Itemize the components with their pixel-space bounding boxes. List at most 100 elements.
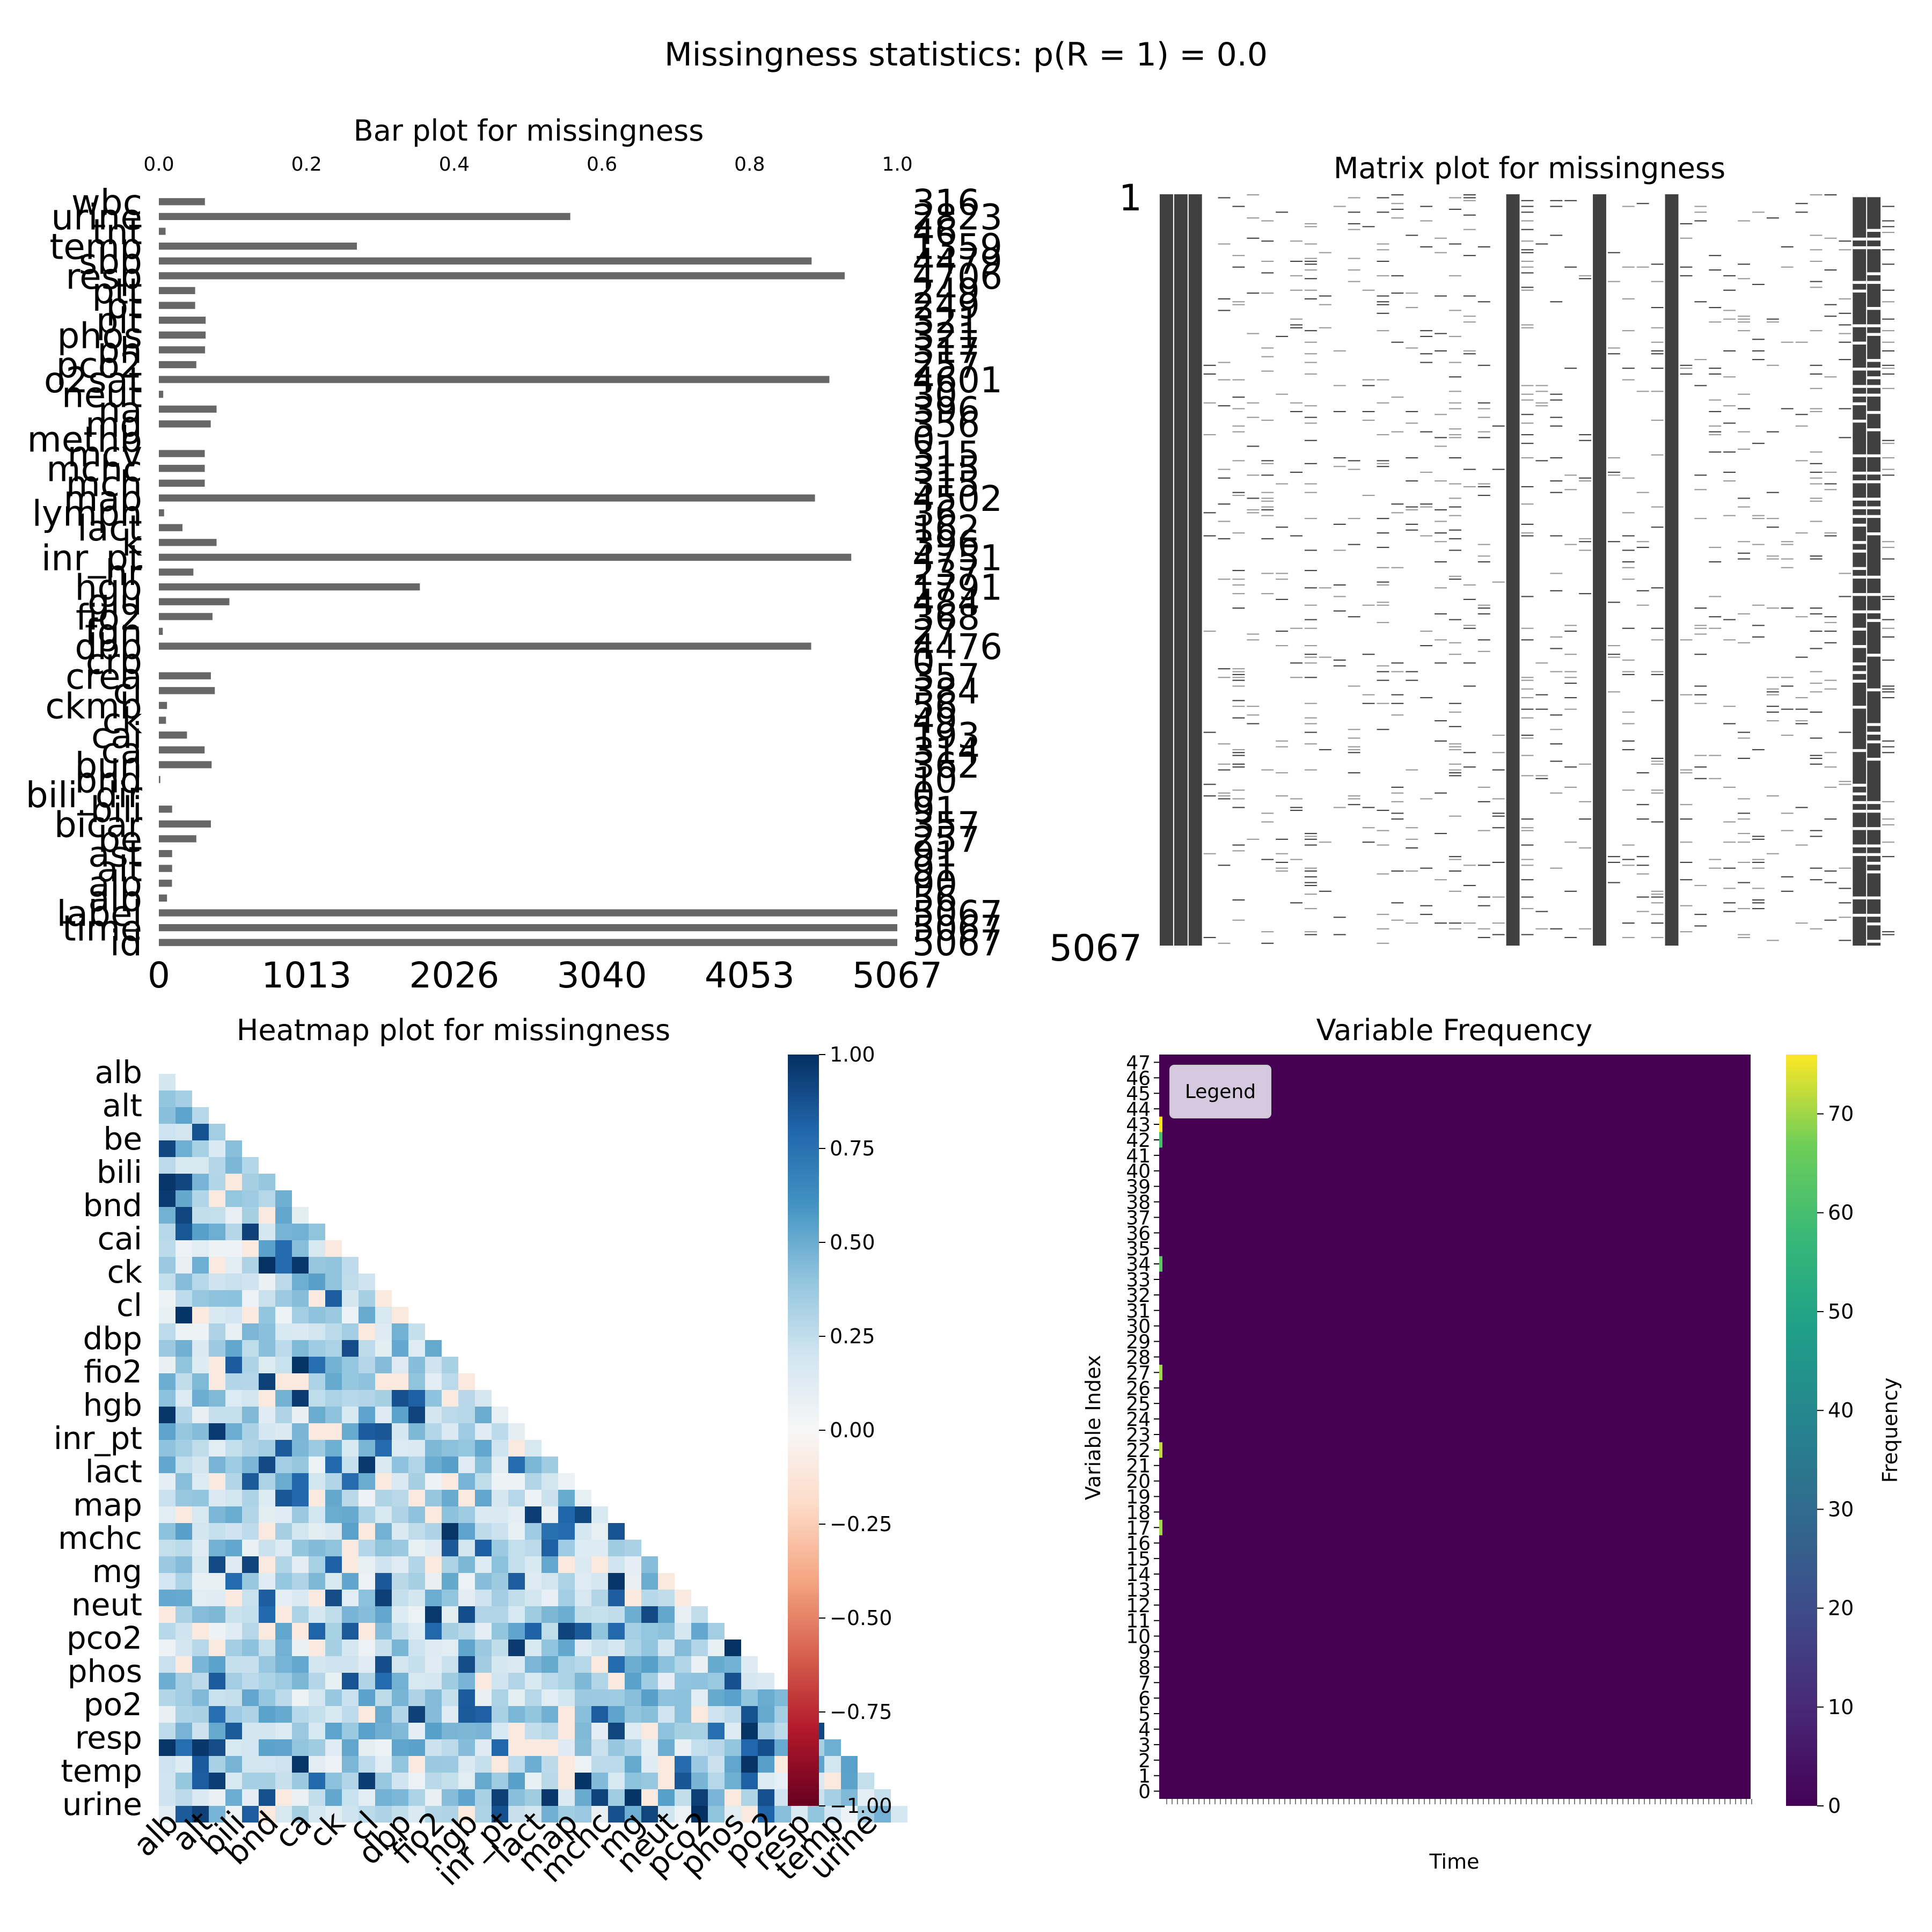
correlation-cell <box>442 1506 458 1523</box>
matrix-cell <box>1810 836 1823 837</box>
matrix-gap <box>1867 480 1881 484</box>
correlation-cell <box>192 1207 209 1224</box>
correlation-cell <box>392 1323 408 1340</box>
correlation-cell <box>525 1773 541 1789</box>
correlation-cell <box>508 1739 525 1756</box>
correlation-cell <box>275 1190 292 1207</box>
matrix-cell <box>1882 301 1894 303</box>
correlation-cell <box>175 1606 192 1623</box>
correlation-cell <box>275 1274 292 1290</box>
bar-alt <box>159 865 172 872</box>
correlation-cell <box>408 1373 425 1390</box>
correlation-cell <box>408 1573 425 1590</box>
matrix-cell <box>1333 350 1346 352</box>
correlation-row-label: temp <box>61 1753 142 1789</box>
correlation-cell <box>275 1739 292 1756</box>
matrix-cell <box>1738 841 1750 843</box>
correlation-cell <box>575 1673 591 1689</box>
matrix-cell <box>1377 873 1389 875</box>
bar-value-label: 91 <box>912 834 957 875</box>
matrix-cell <box>1305 769 1317 771</box>
matrix-cell <box>1521 679 1534 681</box>
correlation-cell <box>724 1723 741 1739</box>
matrix-cell <box>1463 316 1476 317</box>
correlation-cell <box>591 1573 608 1590</box>
matrix-row-end-label: 5067 <box>1049 927 1142 970</box>
matrix-cell <box>1521 324 1534 326</box>
correlation-cell <box>309 1290 325 1307</box>
frequency-heatmap-marks: 0123456789101112131415161718192021222324… <box>1126 1052 1752 1804</box>
frequency-y-tick: 5 <box>1138 1703 1151 1725</box>
matrix-cell <box>1377 295 1389 297</box>
matrix-cell <box>1232 671 1245 672</box>
correlation-cell <box>408 1806 425 1823</box>
matrix-cell <box>1435 587 1447 589</box>
correlation-cell <box>591 1623 608 1640</box>
correlation-cell <box>492 1673 508 1689</box>
matrix-cell <box>1449 506 1461 508</box>
matrix-cell <box>1232 674 1245 675</box>
correlation-cell <box>708 1640 724 1656</box>
correlation-cell <box>292 1556 309 1573</box>
correlation-cell <box>225 1307 242 1323</box>
correlation-row-label: resp <box>75 1719 142 1756</box>
correlation-cell <box>358 1739 375 1756</box>
matrix-cell <box>1463 321 1476 323</box>
correlation-cell <box>375 1689 392 1706</box>
matrix-cell <box>1377 581 1389 583</box>
correlation-cell <box>675 1789 691 1806</box>
bar-category-label: mch <box>66 463 142 504</box>
matrix-gap <box>1853 506 1867 509</box>
correlation-cell <box>625 1590 641 1606</box>
matrix-cell <box>1333 385 1346 386</box>
matrix-cell <box>1882 330 1894 332</box>
matrix-cell <box>1738 318 1750 320</box>
correlation-cell <box>242 1506 259 1523</box>
bar-value-label: 1359 <box>912 226 1002 268</box>
correlation-cell <box>392 1756 408 1773</box>
correlation-cell <box>342 1573 358 1590</box>
correlation-cell <box>724 1756 741 1773</box>
correlation-cell <box>392 1506 408 1523</box>
correlation-cell <box>242 1157 259 1174</box>
matrix-cell <box>1622 368 1635 369</box>
correlation-cell <box>192 1307 209 1323</box>
matrix-gap <box>1853 385 1867 388</box>
correlation-cell <box>508 1673 525 1689</box>
correlation-cell <box>358 1640 375 1656</box>
matrix-cell <box>1651 894 1664 895</box>
correlation-cell <box>342 1656 358 1673</box>
matrix-cell <box>1752 283 1765 286</box>
matrix-cell <box>1463 214 1476 216</box>
correlation-cell <box>242 1806 259 1823</box>
matrix-cell <box>1449 870 1461 872</box>
matrix-cell <box>1781 677 1794 678</box>
matrix-cell <box>1550 535 1563 537</box>
bar-value-label: 5067 <box>912 893 1002 934</box>
correlation-cell <box>309 1307 325 1323</box>
matrix-cell <box>1276 335 1289 337</box>
matrix-cell <box>1261 292 1274 294</box>
matrix-cell <box>1362 411 1375 412</box>
matrix-cell <box>1477 544 1490 545</box>
matrix-cell <box>1377 928 1389 930</box>
matrix-cell <box>1218 405 1231 407</box>
correlation-cell <box>475 1490 492 1506</box>
matrix-cell <box>1738 813 1750 814</box>
bar-ast <box>159 850 172 858</box>
matrix-cell <box>1521 830 1534 831</box>
matrix-cell <box>1521 229 1534 230</box>
matrix-cell <box>1651 896 1664 898</box>
matrix-cell <box>1521 272 1534 274</box>
matrix-cell <box>1810 691 1823 693</box>
matrix-cell <box>1247 706 1260 707</box>
matrix-cell <box>1535 778 1548 779</box>
correlation-cell <box>458 1640 475 1656</box>
correlation-cell <box>475 1473 492 1490</box>
correlation-cell <box>691 1673 708 1689</box>
matrix-cell <box>1824 642 1837 643</box>
matrix-cell <box>1232 396 1245 398</box>
correlation-cell <box>192 1556 209 1573</box>
correlation-cell <box>458 1506 475 1523</box>
matrix-cell <box>1305 341 1317 343</box>
